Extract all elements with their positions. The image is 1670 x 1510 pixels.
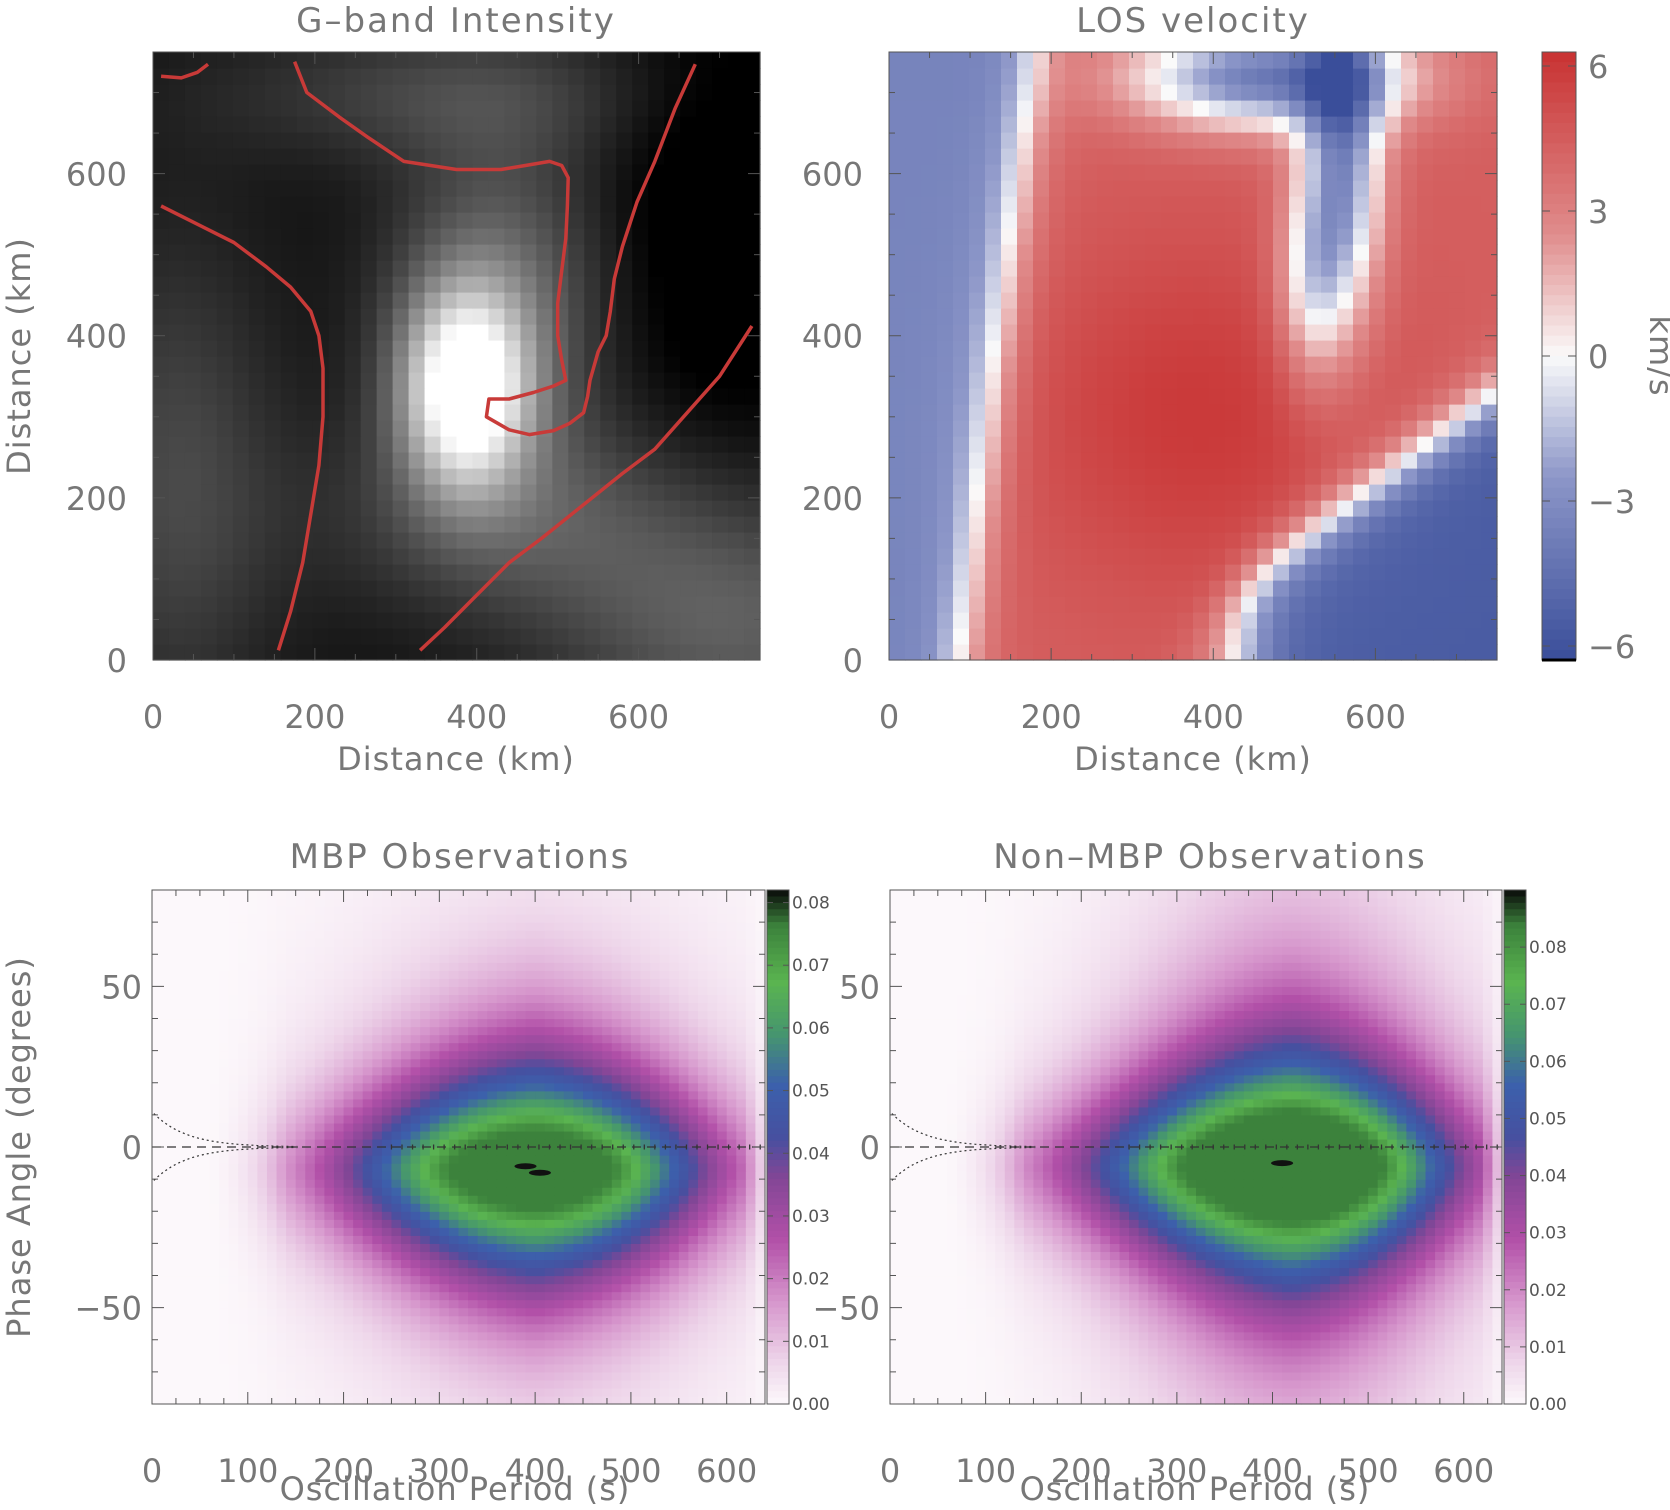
colorbar-tick-label: 3 bbox=[1588, 193, 1608, 231]
y-tick-label: 0 bbox=[843, 642, 863, 680]
panel-mbp-heatmap bbox=[152, 890, 766, 1405]
y-tick-label: 0 bbox=[107, 642, 127, 680]
colorbar-tick-label: 0.02 bbox=[1529, 1281, 1567, 1301]
x-tick-label: 200 bbox=[284, 698, 345, 736]
panel-nonmbp-heatmap bbox=[890, 890, 1503, 1405]
x-tick-label: 300 bbox=[1146, 1452, 1207, 1490]
colorbar-tick-label: 0.02 bbox=[792, 1270, 830, 1290]
x-tick-label: 600 bbox=[608, 698, 669, 736]
panel-gband: G–band Intensity 0 200 400 600 0 200 400 600 Di… bbox=[0, 1, 761, 778]
x-tick-label: 600 bbox=[1345, 698, 1406, 736]
y-tick-label: 600 bbox=[66, 156, 127, 194]
panel-gband-ticks: 0 200 400 600 0 200 400 600 bbox=[66, 51, 761, 736]
y-tick-label: −50 bbox=[74, 1290, 142, 1328]
x-tick-label: 500 bbox=[1338, 1452, 1399, 1490]
x-tick-label: 600 bbox=[696, 1452, 757, 1490]
colorbar-tick-label: −6 bbox=[1588, 628, 1635, 666]
colorbar-tick-label: 6 bbox=[1588, 48, 1608, 86]
y-tick-label: 600 bbox=[802, 156, 863, 194]
panel-mbp: MBP Observations 0 100 200 300 400 500 600500−… bbox=[0, 837, 830, 1508]
y-tick-label: 400 bbox=[66, 318, 127, 356]
panel-nonmbp: Non–MBP Observations 0 100 200 300 400 500 600… bbox=[812, 837, 1566, 1508]
panel-mbp-colorbar: 0.08 0.07 0.06 0.05 0.04 0.03 0.02 0.01 0.00 bbox=[766, 889, 830, 1415]
colorbar-tick-label: 0.07 bbox=[792, 956, 830, 976]
panel-nonmbp-title: Non–MBP Observations bbox=[993, 837, 1427, 877]
colorbar-tick-label: 0.08 bbox=[1529, 938, 1567, 958]
colorbar-tick-label: 0.06 bbox=[1529, 1052, 1567, 1072]
colorbar-tick-label: 0.04 bbox=[792, 1144, 830, 1164]
panel-mbp-title: MBP Observations bbox=[290, 837, 631, 877]
x-tick-label: 300 bbox=[409, 1452, 470, 1490]
x-tick-label: 0 bbox=[880, 1452, 900, 1490]
x-tick-label: 0 bbox=[142, 1452, 162, 1490]
panel-los-colorbar: 6 3 0 −3 −6 bbox=[1541, 48, 1635, 666]
panel-gband-contours bbox=[160, 61, 754, 652]
colorbar-tick-label: 0.00 bbox=[1529, 1395, 1567, 1415]
panel-mbp-xlabel: Oscillation Period (s) bbox=[280, 1470, 631, 1508]
colorbar-tick-label: 0.04 bbox=[1529, 1167, 1567, 1187]
y-tick-label: 50 bbox=[839, 968, 880, 1006]
colorbar-tick-label: 0.01 bbox=[792, 1332, 830, 1352]
colorbar-tick-label: 0.03 bbox=[1529, 1224, 1567, 1244]
colorbar-tick-label: 0.08 bbox=[792, 894, 830, 914]
x-tick-label: 200 bbox=[1021, 698, 1082, 736]
x-tick-label: 200 bbox=[1051, 1452, 1112, 1490]
y-tick-label: −50 bbox=[812, 1290, 880, 1328]
panel-nonmbp-colorbar: 0.08 0.07 0.06 0.05 0.04 0.03 0.02 0.01 0.00 bbox=[1503, 889, 1567, 1415]
panel-los-xlabel: Distance (km) bbox=[1074, 740, 1312, 778]
y-tick-label: 0 bbox=[860, 1129, 880, 1167]
panel-gband-xlabel: Distance (km) bbox=[337, 740, 575, 778]
panel-gband-frame bbox=[152, 51, 761, 661]
y-tick-label: 0 bbox=[122, 1129, 142, 1167]
colorbar-tick-label: 0.06 bbox=[792, 1019, 830, 1039]
panel-gband-heatmap bbox=[153, 52, 761, 661]
panel-mbp-guides bbox=[152, 1113, 765, 1181]
x-tick-label: 500 bbox=[600, 1452, 661, 1490]
colorbar-tick-label: −3 bbox=[1588, 483, 1635, 521]
contour-line-0 bbox=[160, 62, 210, 80]
colorbar-tick-label: 0 bbox=[1588, 338, 1608, 376]
x-tick-label: 200 bbox=[313, 1452, 374, 1490]
contour-line-1 bbox=[292, 61, 697, 437]
panel-gband-title: G–band Intensity bbox=[296, 1, 616, 41]
x-tick-label: 0 bbox=[879, 698, 899, 736]
panel-mbp-ylabel: Phase Angle (degrees) bbox=[0, 956, 38, 1338]
panel-los-colorbar-label: km/s bbox=[1642, 315, 1670, 396]
panel-los: LOS velocity 0 200 400 600 0 200 400 600 Distan… bbox=[802, 1, 1670, 778]
colorbar-tick-label: 0.05 bbox=[792, 1082, 830, 1102]
x-tick-label: 600 bbox=[1433, 1452, 1494, 1490]
panel-gband-ylabel: Distance (km) bbox=[0, 237, 38, 475]
contour-line-2 bbox=[160, 204, 325, 651]
x-tick-label: 400 bbox=[1183, 698, 1244, 736]
panel-los-title: LOS velocity bbox=[1076, 1, 1310, 41]
x-tick-label: 400 bbox=[446, 698, 507, 736]
y-tick-label: 200 bbox=[66, 480, 127, 518]
x-tick-label: 100 bbox=[955, 1452, 1016, 1490]
x-tick-label: 100 bbox=[217, 1452, 278, 1490]
y-tick-label: 50 bbox=[101, 968, 142, 1006]
x-tick-label: 400 bbox=[505, 1452, 566, 1490]
x-tick-label: 400 bbox=[1242, 1452, 1303, 1490]
panel-los-ticks: 0 200 400 600 0 200 400 600 bbox=[802, 51, 1498, 736]
panel-los-frame bbox=[888, 51, 1498, 661]
colorbar-tick-label: 0.07 bbox=[1529, 995, 1567, 1015]
colorbar-tick-label: 0.00 bbox=[792, 1395, 830, 1415]
y-tick-label: 400 bbox=[802, 318, 863, 356]
panel-nonmbp-xlabel: Oscillation Period (s) bbox=[1020, 1470, 1371, 1508]
x-tick-label: 0 bbox=[143, 698, 163, 736]
y-tick-label: 200 bbox=[802, 480, 863, 518]
colorbar-tick-label: 0.03 bbox=[792, 1207, 830, 1227]
panel-nonmbp-guides bbox=[890, 1113, 1502, 1181]
colorbar-tick-label: 0.01 bbox=[1529, 1338, 1567, 1358]
panel-los-heatmap bbox=[889, 52, 1498, 661]
colorbar-tick-label: 0.05 bbox=[1529, 1109, 1567, 1129]
contour-line-3 bbox=[418, 325, 754, 652]
